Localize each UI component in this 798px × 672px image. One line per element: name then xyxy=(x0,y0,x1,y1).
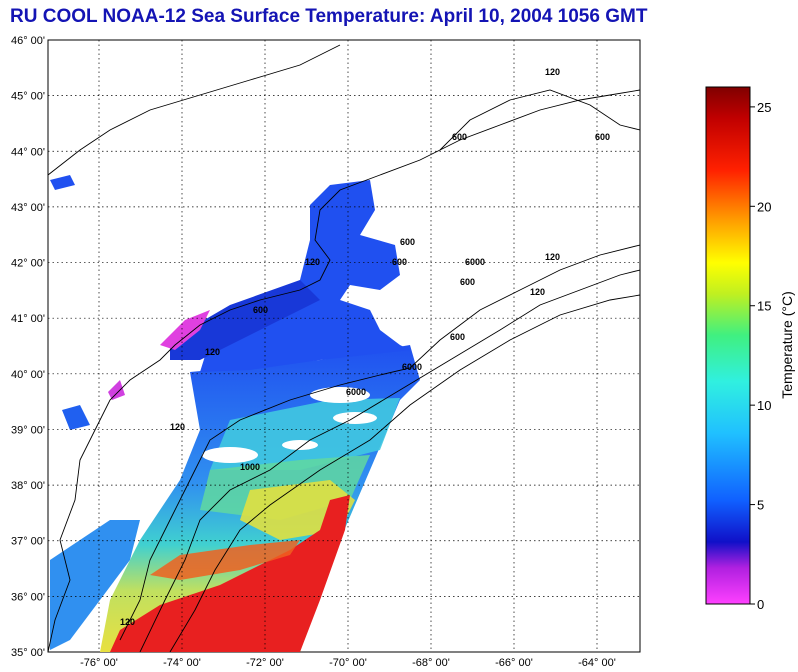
colorbar-tick-label: 25 xyxy=(757,100,771,115)
sst-gulf-stream xyxy=(110,495,350,652)
colorbar-ticks: 25 20 15 10 5 0 xyxy=(750,100,771,612)
longitude-label: -66° 00' xyxy=(495,657,533,669)
latitude-label: 45° 00' xyxy=(11,91,45,103)
longitude-label: -76° 00' xyxy=(80,657,118,669)
page-title: RU COOL NOAA-12 Sea Surface Temperature:… xyxy=(10,6,648,27)
latitude-labels: 46° 00' 45° 00' 44° 00' 43° 00' 42° 00' 41° 0… xyxy=(11,35,45,659)
contour-label: 120 xyxy=(545,252,560,262)
sst-layer xyxy=(50,175,420,652)
latitude-label: 44° 00' xyxy=(11,146,45,158)
contour-600 xyxy=(139,269,640,652)
coast-nova xyxy=(439,89,640,151)
contour-label: 120 xyxy=(305,257,320,267)
contour-label: 6000 xyxy=(465,257,485,267)
sst-ny-patch xyxy=(50,175,75,190)
sst-nearshore-dark xyxy=(170,280,320,360)
longitude-label: -64° 00' xyxy=(578,657,616,669)
contour-label: 120 xyxy=(545,67,560,77)
contour-6000 xyxy=(169,294,640,652)
latitude-label: 38° 00' xyxy=(11,480,45,492)
colorbar-title: Temperature (°C) xyxy=(779,291,795,399)
cloud-gap-1 xyxy=(310,387,370,403)
contour-label: 6000 xyxy=(402,362,422,372)
cloud-gap-3 xyxy=(202,447,258,463)
cloud-gap-4 xyxy=(282,440,318,450)
colorbar-tick-label: 15 xyxy=(757,299,771,314)
latitude-label: 41° 00' xyxy=(11,313,45,325)
contour-label: 600 xyxy=(392,257,407,267)
coastline-contours xyxy=(48,44,640,652)
colorbar-tick-label: 0 xyxy=(757,597,764,612)
colorbar xyxy=(705,86,751,605)
latitude-label: 39° 00' xyxy=(11,424,45,436)
contour-label: 6000 xyxy=(346,387,366,397)
colorbar-tick-label: 20 xyxy=(757,199,771,214)
latitude-label: 37° 00' xyxy=(11,536,45,548)
latitude-label: 43° 00' xyxy=(11,202,45,214)
longitude-label: -68° 00' xyxy=(412,657,450,669)
sst-sound xyxy=(160,310,210,350)
sst-southern-coast xyxy=(50,520,140,650)
colorbar-tick-label: 10 xyxy=(757,398,771,413)
contour-label: 120 xyxy=(530,287,545,297)
sst-nj-pink xyxy=(108,380,125,400)
contour-120 xyxy=(119,244,640,641)
contour-label: 120 xyxy=(170,422,185,432)
contour-label: 600 xyxy=(400,237,415,247)
sst-gulf-stream-orange xyxy=(150,540,300,580)
sst-mid-patch xyxy=(62,405,90,430)
latitude-label: 42° 00' xyxy=(11,258,45,270)
latitude-label: 35° 00' xyxy=(11,647,45,659)
longitude-labels: -76° 00' -74° 00' -72° 00' -70° 00' -68° 00'… xyxy=(80,657,616,669)
contour-label: 120 xyxy=(205,347,220,357)
cloud-gap-2 xyxy=(333,412,377,424)
contour-label: 600 xyxy=(450,332,465,342)
longitude-label: -72° 00' xyxy=(246,657,284,669)
contour-label: 1000 xyxy=(240,462,260,472)
contour-label: 600 xyxy=(452,132,467,142)
latitude-label: 36° 00' xyxy=(11,591,45,603)
latitude-label: 46° 00' xyxy=(11,35,45,47)
coastline xyxy=(48,89,640,652)
latitude-label: 40° 00' xyxy=(11,369,45,381)
grid xyxy=(48,40,640,652)
coast-north xyxy=(48,44,341,176)
contour-label: 600 xyxy=(460,277,475,287)
contour-label: 600 xyxy=(595,132,610,142)
longitude-label: -74° 00' xyxy=(163,657,201,669)
contour-labels: 120 600 600 600 600 6000 120 120 120 600 6000 6000 6… xyxy=(120,67,610,627)
contour-label: 120 xyxy=(120,617,135,627)
contour-label: 600 xyxy=(253,305,268,315)
colorbar-tick-label: 5 xyxy=(757,498,764,513)
longitude-label: -70° 00' xyxy=(329,657,367,669)
